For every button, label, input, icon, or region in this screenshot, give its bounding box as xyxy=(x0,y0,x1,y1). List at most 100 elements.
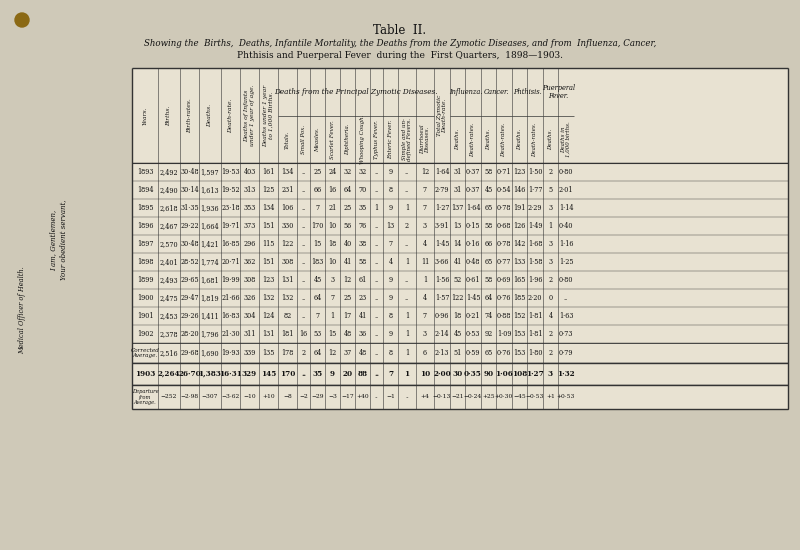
Text: 76: 76 xyxy=(358,222,366,230)
Text: Diphtheria.: Diphtheria. xyxy=(345,124,350,155)
Text: 35: 35 xyxy=(358,204,366,212)
Text: ..: .. xyxy=(374,394,378,399)
Text: −17: −17 xyxy=(341,394,354,399)
Text: 0·21: 0·21 xyxy=(466,312,480,320)
Text: 142: 142 xyxy=(514,240,526,248)
Text: 0·40: 0·40 xyxy=(558,222,574,230)
Text: 0·59: 0·59 xyxy=(466,349,480,357)
Text: −29: −29 xyxy=(311,394,324,399)
Text: ..: .. xyxy=(301,370,306,378)
Text: 153: 153 xyxy=(514,349,526,357)
Text: 3: 3 xyxy=(548,370,553,378)
Text: 308: 308 xyxy=(243,276,256,284)
Text: 0: 0 xyxy=(549,294,553,302)
Text: 37: 37 xyxy=(343,349,352,357)
Text: 65: 65 xyxy=(484,349,493,357)
Text: 0·37: 0·37 xyxy=(466,186,480,194)
Text: 115: 115 xyxy=(262,240,274,248)
Text: 153: 153 xyxy=(514,330,526,338)
Text: ..: .. xyxy=(374,370,379,378)
Circle shape xyxy=(15,13,29,27)
Text: 51: 51 xyxy=(454,349,462,357)
Text: 52: 52 xyxy=(454,276,462,284)
Text: 1893: 1893 xyxy=(137,168,154,176)
Text: ..: .. xyxy=(405,394,409,399)
Text: −2: −2 xyxy=(299,394,308,399)
Text: 313: 313 xyxy=(243,186,256,194)
Text: 134: 134 xyxy=(262,204,274,212)
Text: ..: .. xyxy=(302,312,306,320)
Text: 2,401: 2,401 xyxy=(160,258,178,266)
Text: 1897: 1897 xyxy=(137,240,154,248)
Text: 2·01: 2·01 xyxy=(558,186,574,194)
Text: Birth-rates.: Birth-rates. xyxy=(187,98,192,133)
Text: 3: 3 xyxy=(423,330,427,338)
Text: +40: +40 xyxy=(356,394,369,399)
Text: −1: −1 xyxy=(386,394,395,399)
Text: Table  II.: Table II. xyxy=(374,24,426,36)
Text: 30·48: 30·48 xyxy=(180,168,199,176)
Text: 10: 10 xyxy=(420,370,430,378)
Text: 0·80: 0·80 xyxy=(558,168,574,176)
Text: 48: 48 xyxy=(343,330,352,338)
Text: 1·77: 1·77 xyxy=(528,186,542,194)
Text: 13: 13 xyxy=(386,222,394,230)
Text: Deaths.: Deaths. xyxy=(207,104,213,127)
Text: 31: 31 xyxy=(454,168,462,176)
Text: 18: 18 xyxy=(454,312,462,320)
Text: 1·50: 1·50 xyxy=(528,168,542,176)
Text: 1895: 1895 xyxy=(137,204,154,212)
Text: 2: 2 xyxy=(302,349,306,357)
Text: ..: .. xyxy=(302,168,306,176)
Text: Death-rates.: Death-rates. xyxy=(502,122,506,157)
Text: 0·88: 0·88 xyxy=(497,312,511,320)
Text: 36: 36 xyxy=(358,330,366,338)
Text: ..: .. xyxy=(374,222,378,230)
Text: Simple and un-
defined Fevers.: Simple and un- defined Fevers. xyxy=(402,118,412,161)
Text: 21·66: 21·66 xyxy=(221,294,240,302)
Text: 58: 58 xyxy=(484,276,493,284)
Text: 191: 191 xyxy=(514,204,526,212)
Text: 1,383: 1,383 xyxy=(198,370,222,378)
Text: 1·49: 1·49 xyxy=(528,222,542,230)
Text: 178: 178 xyxy=(282,349,294,357)
Text: ..: .. xyxy=(374,186,378,194)
Text: 1: 1 xyxy=(405,349,409,357)
Text: 70: 70 xyxy=(358,186,366,194)
Text: 7: 7 xyxy=(330,294,334,302)
Text: 58: 58 xyxy=(484,222,493,230)
Text: 7: 7 xyxy=(423,186,427,194)
Text: 29·65: 29·65 xyxy=(180,276,199,284)
Text: 15: 15 xyxy=(328,330,337,338)
Text: Diarrhoeal
Diseases.: Diarrhoeal Diseases. xyxy=(420,125,430,155)
Text: ..: .. xyxy=(302,294,306,302)
Text: 185: 185 xyxy=(514,294,526,302)
Text: 304: 304 xyxy=(243,312,256,320)
Text: 0·61: 0·61 xyxy=(466,276,480,284)
Text: 403: 403 xyxy=(243,168,256,176)
Text: 131: 131 xyxy=(262,330,274,338)
Text: 2: 2 xyxy=(549,330,553,338)
Text: 1·14: 1·14 xyxy=(558,204,574,212)
Text: 132: 132 xyxy=(262,294,274,302)
Text: 56: 56 xyxy=(343,222,352,230)
Text: Totals.: Totals. xyxy=(285,130,290,148)
Text: ..: .. xyxy=(405,240,409,248)
Text: 25: 25 xyxy=(343,204,352,212)
Text: 2,570: 2,570 xyxy=(160,240,178,248)
Text: 1·68: 1·68 xyxy=(528,240,542,248)
Text: 1: 1 xyxy=(374,204,378,212)
Text: 12: 12 xyxy=(421,168,429,176)
Text: −2·98: −2·98 xyxy=(181,394,198,399)
Text: 0·69: 0·69 xyxy=(497,276,511,284)
Text: 19·52: 19·52 xyxy=(221,186,240,194)
Text: 19·71: 19·71 xyxy=(221,222,240,230)
Text: 16·85: 16·85 xyxy=(221,240,240,248)
Text: 30: 30 xyxy=(452,370,462,378)
Text: 19·93: 19·93 xyxy=(221,349,240,357)
Text: 330: 330 xyxy=(282,222,294,230)
Text: 125: 125 xyxy=(262,186,274,194)
Text: +10: +10 xyxy=(262,394,275,399)
Text: 18: 18 xyxy=(328,240,337,248)
Text: 0·48: 0·48 xyxy=(466,258,480,266)
